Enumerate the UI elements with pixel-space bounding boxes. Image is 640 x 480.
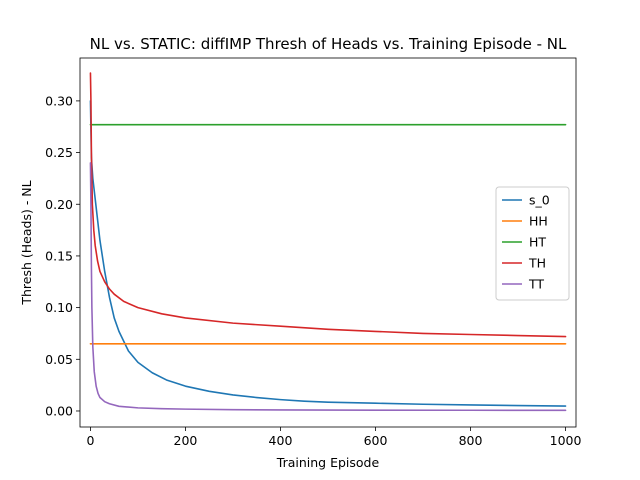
series-line-s-0 bbox=[89, 100, 567, 407]
y-axis-label: Thresh (Heads) - NL bbox=[19, 180, 34, 305]
x-tick-label: 200 bbox=[174, 433, 198, 448]
plot-area-frame bbox=[79, 57, 577, 428]
y-tick-label: 0.30 bbox=[45, 93, 73, 108]
legend-label-s-0: s_0 bbox=[529, 193, 550, 208]
y-tick-label: 0.00 bbox=[45, 403, 73, 418]
x-tick-label: 400 bbox=[269, 433, 293, 448]
legend-label-hh: HH bbox=[529, 214, 548, 229]
legend-box bbox=[495, 186, 570, 301]
legend-label-th: TH bbox=[528, 256, 546, 271]
series-layer bbox=[89, 72, 567, 412]
y-tick-label: 0.15 bbox=[45, 248, 73, 263]
legend: s_0 HH HT TH TT bbox=[495, 186, 570, 301]
series-line-th bbox=[89, 72, 567, 338]
x-tick-label: 800 bbox=[459, 433, 483, 448]
x-axis: 0 200 400 600 800 1000 bbox=[86, 427, 582, 448]
x-tick-label: 0 bbox=[86, 433, 94, 448]
x-axis-label: Training Episode bbox=[276, 455, 380, 470]
x-tick-label: 1000 bbox=[550, 433, 582, 448]
y-tick-label: 0.25 bbox=[45, 145, 73, 160]
legend-label-tt: TT bbox=[528, 277, 544, 292]
y-tick-label: 0.20 bbox=[45, 197, 73, 212]
y-tick-label: 0.10 bbox=[45, 300, 73, 315]
y-tick-label: 0.05 bbox=[45, 352, 73, 367]
x-tick-label: 600 bbox=[364, 433, 388, 448]
y-axis: 0.00 0.05 0.10 0.15 0.20 0.25 0.30 bbox=[45, 93, 80, 418]
legend-label-ht: HT bbox=[529, 235, 546, 250]
chart-title: NL vs. STATIC: diffIMP Thresh of Heads v… bbox=[90, 35, 567, 53]
series-line-tt bbox=[89, 162, 567, 412]
